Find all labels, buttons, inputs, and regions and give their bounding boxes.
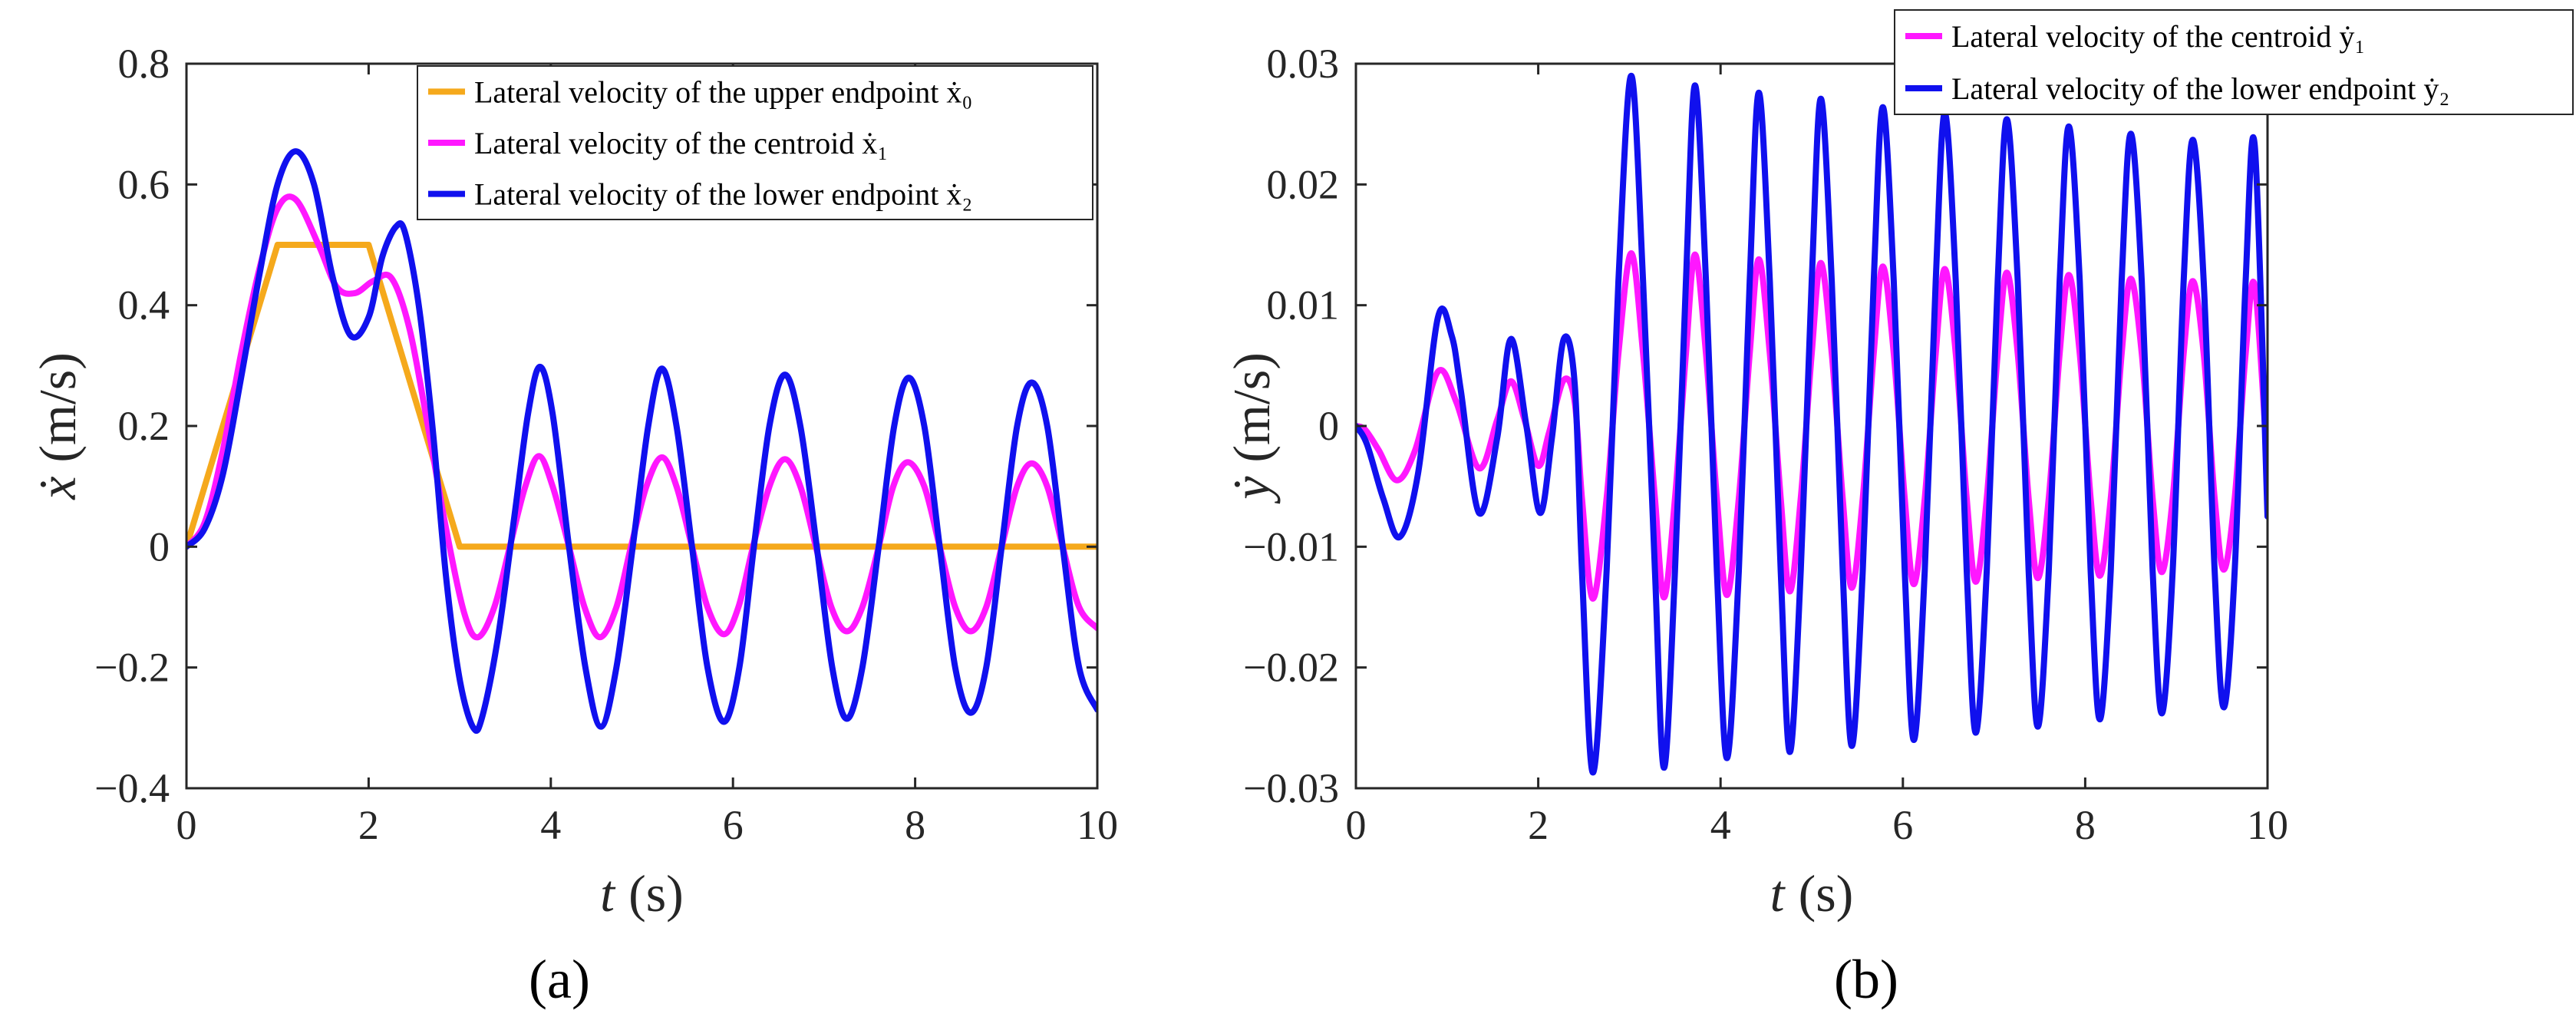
legend-entry-1: Lateral velocity of the lower endpoint ẏ… (1951, 71, 2449, 106)
series-line-2 (186, 148, 1097, 734)
series-lines (1356, 72, 2268, 776)
x-tick-label: 2 (358, 802, 379, 848)
y-tick-label: 0.2 (118, 403, 170, 449)
x-axis-label-var: t (600, 864, 616, 923)
x-tick-label: 4 (1710, 802, 1731, 848)
y-axis-label-unit: (m/s) (28, 352, 87, 463)
legend-box (417, 65, 1093, 220)
y-tick-label: −0.02 (1243, 645, 1339, 691)
y-tick-label: 0.03 (1267, 41, 1340, 87)
legend-entry-0: Lateral velocity of the upper endpoint ẋ… (474, 74, 972, 109)
legend: Lateral velocity of the centroid ẏ₁ Later… (1894, 9, 2574, 115)
x-tick-label: 10 (1077, 802, 1118, 848)
x-tick-label: 0 (1346, 802, 1367, 848)
y-tick-label: 0 (1318, 403, 1339, 449)
series-line-1 (1356, 72, 2268, 776)
y-tick-label: −0.2 (94, 645, 170, 691)
legend-entry-2: Lateral velocity of the lower endpoint ẋ… (474, 177, 972, 212)
chart-panel-a: 0 2 4 6 8 10 −0.4 −0.2 0 0.2 0.4 0.6 0.8 t (s) ẋ (m/s) La… (28, 41, 1118, 1010)
x-axis-label-unit: (s) (628, 864, 684, 923)
legend-entry-0: Lateral velocity of the centroid ẏ₁ (1951, 19, 2365, 54)
panel-label: (a) (529, 949, 590, 1010)
y-axis-label: ẋ (m/s) (28, 352, 87, 500)
x-axis-label: t (s) (1770, 864, 1854, 923)
y-tick-label: 0.8 (118, 41, 170, 87)
x-axis-label-var: t (1770, 864, 1786, 923)
y-tick-label: 0.02 (1267, 161, 1340, 207)
panel-label: (b) (1834, 949, 1898, 1010)
y-axis-label-var: ẏ (1222, 476, 1281, 504)
x-tick-label: 2 (1528, 802, 1549, 848)
series-lines (186, 148, 1097, 734)
x-tick-label: 6 (723, 802, 744, 848)
y-tick-label: −0.4 (94, 765, 170, 811)
series-line-1 (186, 193, 1097, 641)
legend-box (1894, 9, 2574, 115)
x-tick-label: 6 (1892, 802, 1913, 848)
y-tick-label: 0.6 (118, 161, 170, 207)
x-tick-label: 10 (2247, 802, 2288, 848)
x-axis-label: t (s) (600, 864, 684, 923)
x-axis-label-unit: (s) (1799, 864, 1854, 923)
y-axis-label-unit: (m/s) (1222, 352, 1281, 463)
x-tick-label: 0 (176, 802, 197, 848)
legend: Lateral velocity of the upper endpoint ẋ… (417, 65, 1093, 220)
x-tick-label: 8 (2075, 802, 2096, 848)
y-tick-label: −0.01 (1243, 523, 1339, 569)
y-tick-label: 0 (149, 523, 170, 569)
chart-panel-b: 0 2 4 6 8 10 −0.03 −0.02 −0.01 0 0.01 0.02 0.03 t (s) ẏ… (1222, 9, 2574, 1010)
y-axis-label: ẏ (m/s) (1222, 352, 1281, 504)
x-tick-label: 8 (905, 802, 925, 848)
x-tick-label: 4 (540, 802, 561, 848)
y-tick-label: 0.4 (118, 282, 170, 328)
legend-entry-1: Lateral velocity of the centroid ẋ₁ (474, 126, 888, 160)
y-axis-label-var: ẋ (28, 477, 87, 500)
y-tick-label: 0.01 (1267, 282, 1340, 328)
y-tick-label: −0.03 (1243, 765, 1339, 811)
